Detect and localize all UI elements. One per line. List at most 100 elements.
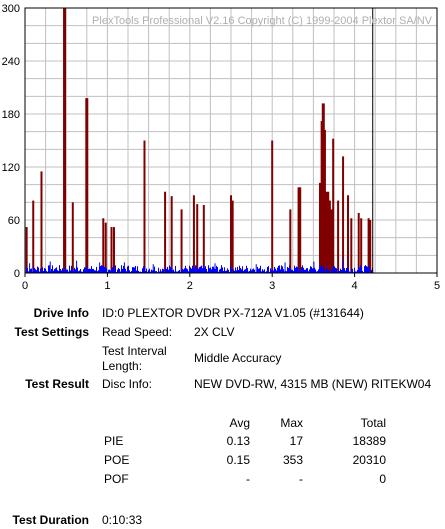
- poe-bar: [195, 265, 196, 273]
- pie-bar: [328, 200, 331, 273]
- pie-bar: [112, 227, 115, 273]
- poe-bar: [97, 271, 98, 273]
- poe-bar: [370, 271, 371, 273]
- poe-bar: [244, 269, 245, 273]
- poe-bar: [310, 266, 311, 273]
- poe-bar: [345, 270, 346, 273]
- poe-bar: [161, 271, 162, 273]
- poe-bar: [241, 269, 242, 273]
- test-duration-value: 0:10:33: [102, 513, 143, 527]
- stats-row-max: 17: [289, 434, 303, 448]
- poe-bar: [211, 269, 212, 273]
- poe-bar: [209, 268, 210, 273]
- poe-bar: [265, 271, 266, 273]
- poe-bar: [346, 267, 347, 273]
- poe-bar: [293, 270, 294, 273]
- poe-bar: [90, 269, 91, 273]
- poe-bar: [225, 270, 226, 273]
- poe-bar: [200, 266, 201, 273]
- poe-bar: [62, 268, 63, 273]
- poe-bar: [94, 270, 95, 273]
- pie-bar: [231, 200, 234, 273]
- poe-bar: [59, 265, 60, 273]
- poe-bar: [233, 269, 234, 273]
- poe-bar: [133, 267, 134, 273]
- poe-bar: [338, 268, 339, 273]
- poe-bar: [170, 267, 171, 273]
- poe-bar: [143, 266, 144, 273]
- poe-bar: [165, 266, 166, 273]
- poe-bar: [179, 269, 180, 273]
- poe-bar: [27, 268, 28, 273]
- poe-bar: [106, 268, 107, 273]
- col-total-header: Total: [360, 416, 386, 430]
- poe-bar: [197, 269, 198, 273]
- poe-bar: [173, 269, 174, 273]
- poe-bar: [269, 271, 270, 273]
- y-tick-label: 240: [2, 56, 20, 68]
- poe-bar: [28, 271, 29, 273]
- poe-bar: [275, 268, 276, 273]
- poe-bar: [125, 268, 126, 273]
- poe-bar: [158, 267, 159, 273]
- poe-bar: [168, 269, 169, 273]
- poe-bar: [328, 270, 329, 273]
- poe-bar: [335, 267, 336, 273]
- poe-bar: [167, 266, 168, 273]
- stats-row-name: PIE: [104, 434, 124, 448]
- poe-bar: [148, 270, 149, 273]
- test-settings-label: Test Settings: [14, 325, 89, 339]
- poe-bar: [139, 271, 140, 273]
- poe-bar: [34, 267, 35, 273]
- poe-bar: [341, 269, 342, 273]
- poe-bar: [252, 269, 253, 273]
- poe-bar: [103, 266, 104, 273]
- poe-bar: [81, 271, 82, 273]
- pie-bar: [85, 98, 89, 273]
- poe-bar: [220, 268, 221, 273]
- poe-bar: [235, 267, 236, 273]
- pie-bar: [164, 191, 167, 273]
- poe-bar: [26, 268, 27, 273]
- poe-bar: [190, 267, 191, 273]
- poe-bar: [172, 270, 173, 273]
- poe-bar: [137, 266, 138, 273]
- poe-bar: [326, 265, 327, 273]
- poe-bar: [115, 265, 116, 273]
- interval-label-line2: Length:: [102, 359, 143, 373]
- pie-bar: [32, 200, 35, 273]
- poe-bar: [295, 267, 296, 273]
- poe-bar: [271, 270, 272, 273]
- poe-bar: [39, 271, 40, 273]
- poe-bar: [122, 268, 123, 273]
- pie-bar: [71, 202, 74, 273]
- poe-bar: [320, 266, 321, 273]
- poe-bar: [113, 266, 114, 273]
- poe-bar: [302, 265, 303, 273]
- poe-bar: [31, 268, 32, 273]
- poe-bar: [279, 265, 280, 273]
- poe-bar: [331, 269, 332, 273]
- poe-bar: [171, 267, 172, 273]
- poe-bar: [33, 265, 34, 273]
- poe-bar: [268, 266, 269, 273]
- poe-bar: [221, 265, 222, 273]
- poe-bar: [364, 266, 365, 273]
- poe-bar: [66, 269, 67, 273]
- pie-bar: [357, 212, 360, 273]
- pie-bar: [321, 103, 325, 274]
- poe-bar: [208, 265, 209, 273]
- poe-bar: [284, 271, 285, 273]
- poe-bar: [96, 266, 97, 273]
- poe-bar: [360, 265, 361, 273]
- poe-bar: [254, 269, 255, 273]
- poe-bar: [322, 268, 323, 273]
- chart: PlexTools Professional V2.16 Copyright (…: [2, 3, 440, 292]
- poe-bar: [236, 270, 237, 273]
- poe-bar: [347, 267, 348, 273]
- poe-bar: [117, 269, 118, 273]
- poe-bar: [344, 268, 345, 273]
- poe-bar: [361, 265, 362, 273]
- poe-bar: [312, 268, 313, 273]
- poe-bar: [130, 271, 131, 273]
